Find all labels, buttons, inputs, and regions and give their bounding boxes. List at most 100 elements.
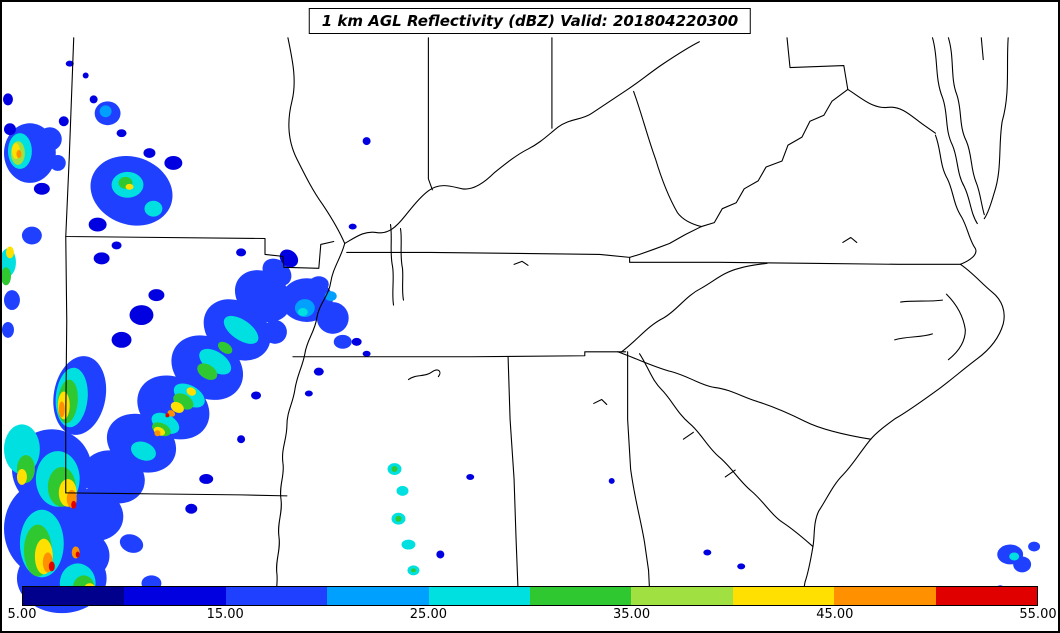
state-boundaries-layer — [65, 37, 1009, 603]
radar-echo — [37, 127, 62, 152]
colorbar-tick-label: 25.00 — [409, 607, 447, 622]
state-boundary — [389, 224, 395, 306]
colorbar-segment — [732, 587, 835, 605]
radar-echo — [199, 473, 214, 484]
radar-echo — [164, 156, 183, 170]
radar-echo — [99, 105, 112, 118]
state-boundary — [724, 469, 736, 478]
radar-echo — [144, 200, 163, 217]
state-boundary — [513, 260, 529, 266]
radar-echo — [466, 473, 475, 480]
radar-echo — [89, 95, 98, 104]
radar-echo — [130, 441, 156, 461]
radar-echo — [75, 551, 80, 558]
radar-echo — [362, 350, 371, 357]
radar-echo — [1009, 552, 1020, 561]
radar-echo — [218, 341, 233, 354]
radar-echo — [304, 390, 313, 397]
radar-echo — [185, 503, 198, 514]
colorbar-segment — [23, 587, 125, 605]
radar-echo — [125, 183, 134, 190]
state-boundary — [639, 353, 814, 548]
radar-echo — [263, 319, 287, 344]
radar-echo — [165, 413, 170, 418]
colorbar-segment — [124, 587, 226, 605]
radar-echo — [436, 550, 445, 559]
radar-echo — [316, 302, 349, 334]
radar-echo — [154, 430, 161, 437]
radar-echo — [401, 539, 416, 550]
radar-echo — [5, 246, 14, 259]
state-boundary — [65, 235, 68, 494]
state-boundary — [627, 351, 651, 591]
state-boundary — [983, 37, 1009, 220]
radar-echo — [119, 534, 144, 553]
radar-echo — [236, 248, 247, 257]
colorbar-segment — [935, 587, 1038, 605]
radar-echo — [3, 123, 16, 136]
colorbar-tick-label: 45.00 — [816, 607, 854, 622]
colorbar-tick-label: 55.00 — [1019, 607, 1057, 622]
radar-echo — [703, 549, 712, 556]
state-boundary — [812, 438, 872, 548]
radar-echo — [71, 500, 77, 509]
state-boundary — [802, 545, 814, 595]
radar-echo — [1013, 556, 1032, 573]
state-boundary — [287, 37, 346, 245]
radar-echo — [1028, 541, 1041, 552]
radar-echo — [348, 223, 357, 230]
state-boundary — [931, 37, 978, 225]
radar-echo — [65, 60, 74, 67]
state-boundary — [275, 242, 346, 603]
state-boundary — [682, 431, 694, 440]
colorbar — [22, 586, 1038, 606]
state-boundary — [65, 37, 335, 269]
radar-echo — [3, 290, 20, 311]
state-boundary — [399, 228, 405, 301]
radar-echo — [391, 466, 398, 473]
radar-echo — [186, 387, 197, 396]
radar-echo — [362, 137, 371, 146]
echo-layer — [2, 60, 1041, 614]
radar-echo — [197, 363, 218, 380]
state-boundary — [980, 37, 984, 61]
radar-echo — [143, 148, 156, 159]
state-boundary — [407, 369, 441, 381]
colorbar-segment — [225, 587, 328, 605]
radar-echo — [2, 321, 14, 338]
radar-echo — [2, 93, 13, 106]
map-title: 1 km AGL Reflectivity (dBZ) Valid: 20180… — [308, 8, 752, 34]
radar-echo — [333, 334, 352, 349]
colorbar-tick-label: 35.00 — [612, 607, 651, 622]
state-boundary — [344, 41, 700, 245]
state-boundary — [945, 293, 966, 361]
radar-echo — [58, 401, 65, 418]
state-boundary — [947, 37, 985, 216]
colorbar-tick-labels: 5.00 15.00 25.00 35.00 45.00 55.00 — [2, 607, 1058, 629]
state-boundary — [934, 134, 977, 265]
state-boundary — [593, 398, 608, 405]
state-boundary — [617, 351, 872, 440]
radar-echo — [170, 401, 184, 413]
state-boundary — [633, 90, 702, 228]
radar-echo — [33, 182, 50, 195]
radar-echo — [48, 561, 55, 572]
radar-echo — [111, 241, 122, 250]
state-boundary — [842, 236, 858, 244]
state-boundary — [786, 37, 937, 134]
state-boundary — [292, 351, 627, 358]
radar-echo — [279, 249, 299, 268]
state-boundary — [65, 492, 288, 497]
radar-echo — [116, 129, 127, 138]
colorbar-segment — [530, 587, 632, 605]
radar-echo — [297, 308, 308, 317]
state-boundary — [870, 263, 1005, 440]
radar-echo — [324, 291, 337, 302]
radar-echo — [82, 72, 89, 79]
state-boundary — [629, 226, 702, 258]
radar-echo — [16, 469, 27, 485]
radar-echo — [396, 485, 409, 496]
radar-echo — [237, 435, 246, 444]
